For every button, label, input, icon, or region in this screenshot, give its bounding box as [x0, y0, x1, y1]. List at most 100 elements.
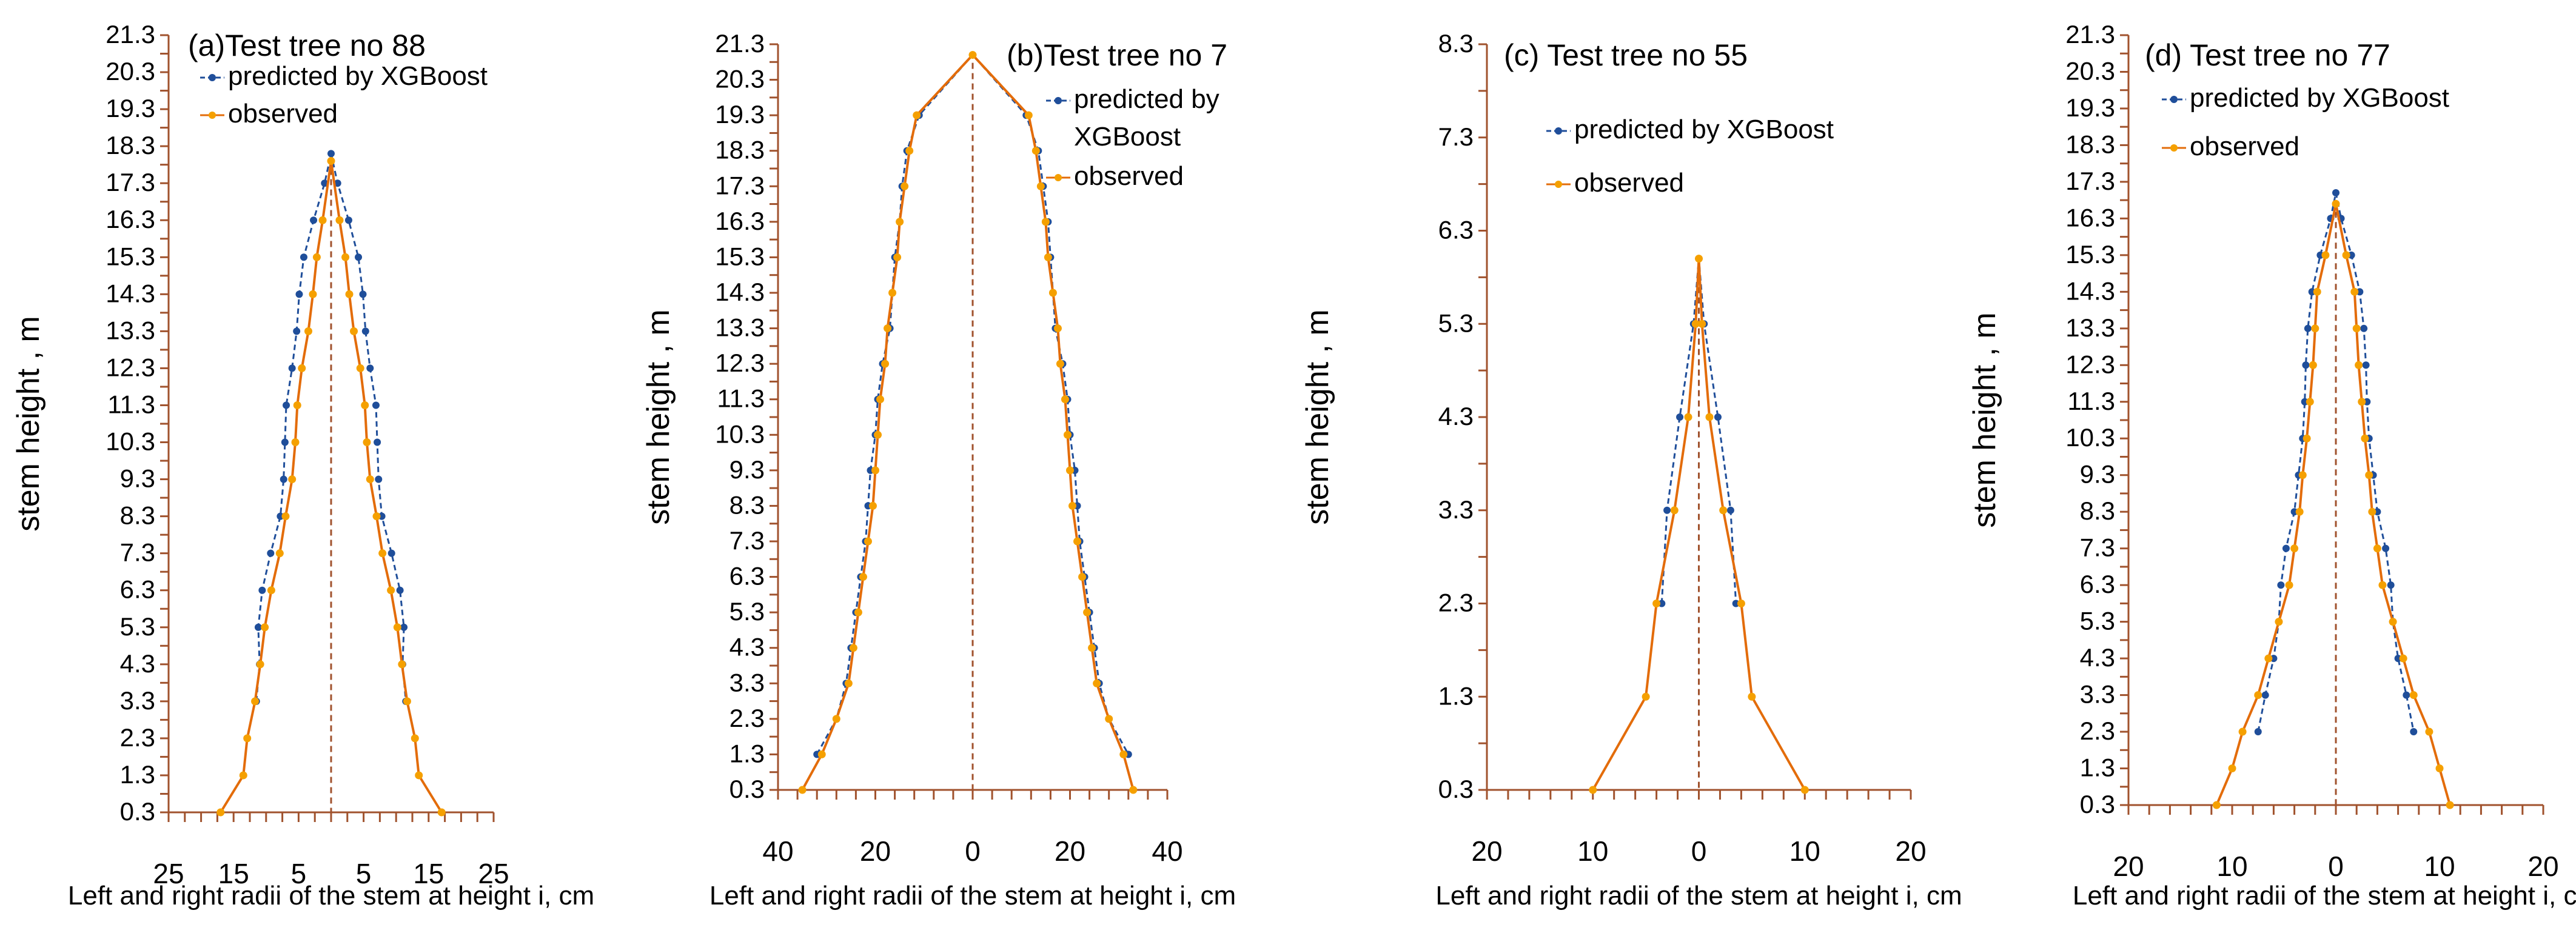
observed-point — [2446, 801, 2454, 809]
observed-point — [1078, 573, 1087, 581]
y-tick-label: 7.3 — [120, 538, 155, 567]
observed-point — [832, 715, 840, 723]
y-tick-label: 14.3 — [106, 279, 155, 307]
y-tick-label: 11.3 — [2067, 387, 2115, 415]
observed-point — [1129, 786, 1138, 794]
legend-swatch-marker — [1055, 174, 1062, 181]
observed-point — [2425, 727, 2433, 736]
observed-point — [366, 475, 374, 484]
x-tick-label: 20 — [2527, 851, 2558, 882]
observed-point — [318, 216, 327, 224]
observed-point — [2368, 507, 2376, 516]
observed-point — [2389, 618, 2397, 626]
y-tick-label: 7.3 — [2080, 533, 2115, 562]
y-tick-label: 17.3 — [715, 171, 765, 199]
predicted-point — [300, 253, 307, 261]
observed-point — [1041, 218, 1050, 226]
predicted-point — [321, 179, 329, 187]
observed-point — [1119, 750, 1128, 758]
predicted-point — [295, 290, 303, 298]
observed-point — [1036, 182, 1045, 190]
chart-panel-4: 0.3 1.3 2.3 3.3 4.3 5.3 6.3 7.3 8.3 9.3 10.3 11.3 12… — [1967, 20, 2576, 911]
predicted-point — [288, 364, 296, 372]
y-tick-label: 3.3 — [1438, 495, 1474, 524]
observed-point — [1737, 600, 1745, 607]
observed-point — [216, 808, 225, 817]
observed-series-line — [2215, 203, 2452, 806]
legend-label-observed: observed — [2190, 132, 2299, 161]
observed-point — [874, 430, 882, 439]
y-tick-label: 4.3 — [1438, 402, 1474, 430]
y-tick-label: 12.3 — [2065, 350, 2115, 378]
y-tick-label: 19.3 — [2065, 93, 2115, 122]
observed-point — [884, 324, 892, 333]
observed-point — [345, 290, 354, 298]
y-tick-label: 10.3 — [715, 420, 765, 448]
legend-label-predicted: predicted by XGBoost — [1574, 115, 1834, 144]
observed-point — [1056, 359, 1064, 368]
observed-point — [327, 157, 335, 165]
y-tick-label: 11.3 — [717, 384, 765, 413]
observed-point — [2275, 618, 2283, 626]
y-tick-label: 19.3 — [106, 94, 155, 122]
x-tick-label: 0 — [1691, 835, 1707, 867]
predicted-point — [280, 475, 287, 483]
y-tick-label: 14.3 — [2065, 276, 2115, 305]
observed-point — [1642, 692, 1650, 701]
observed-point — [2228, 764, 2236, 773]
observed-point — [239, 771, 247, 780]
observed-point — [2238, 727, 2247, 736]
x-tick-label: 20 — [1055, 835, 1085, 867]
x-tick-label: 10 — [1577, 835, 1608, 867]
predicted-point — [396, 586, 404, 594]
observed-point — [2264, 654, 2273, 663]
predicted-point — [1676, 413, 1684, 421]
legend-swatch-marker — [1555, 127, 1562, 135]
x-tick-label: 20 — [2113, 851, 2144, 882]
y-tick-label: 6.3 — [730, 562, 765, 590]
x-tick-label: 0 — [965, 835, 981, 867]
observed-point — [2332, 199, 2340, 208]
legend-label-observed: observed — [1074, 161, 1184, 191]
observed-point — [817, 750, 826, 758]
observed-point — [437, 808, 446, 817]
y-tick-label: 12.3 — [106, 353, 155, 381]
x-tick-label: 10 — [2424, 851, 2455, 882]
observed-point — [881, 359, 890, 368]
observed-point — [1083, 608, 1092, 617]
observed-point — [1093, 679, 1101, 687]
observed-point — [1719, 506, 1728, 515]
y-axis-label: stem height , m — [641, 309, 676, 524]
y-tick-label: 18.3 — [715, 136, 765, 164]
observed-point — [2303, 434, 2311, 443]
legend-swatch-marker — [209, 112, 216, 119]
x-axis-label: Left and right radii of the stem at heig… — [68, 881, 594, 911]
y-tick-label: 15.3 — [106, 242, 155, 270]
observed-point — [275, 549, 284, 558]
y-tick-label: 6.3 — [120, 575, 155, 604]
observed-point — [281, 512, 290, 521]
predicted-point — [267, 549, 275, 557]
y-tick-label: 1.3 — [730, 739, 765, 767]
predicted-point — [2302, 361, 2310, 369]
observed-point — [2373, 544, 2381, 553]
observed-point — [2358, 398, 2366, 406]
observed-point — [251, 697, 260, 706]
observed-point — [905, 147, 914, 155]
y-tick-label: 13.3 — [106, 316, 155, 344]
y-tick-label: 1.3 — [2080, 754, 2115, 782]
predicted-point — [293, 327, 301, 335]
y-axis-label: stem height , m — [1300, 309, 1335, 524]
x-tick-label: 5 — [291, 858, 307, 889]
observed-series-line — [220, 161, 443, 814]
observed-point — [864, 537, 872, 546]
observed-point — [2212, 801, 2221, 809]
observed-point — [411, 734, 419, 743]
predicted-point — [344, 216, 352, 224]
predicted-point — [2277, 581, 2285, 589]
observed-point — [378, 549, 387, 558]
y-tick-label: 5.3 — [120, 612, 155, 641]
y-tick-label: 0.3 — [1438, 775, 1474, 803]
